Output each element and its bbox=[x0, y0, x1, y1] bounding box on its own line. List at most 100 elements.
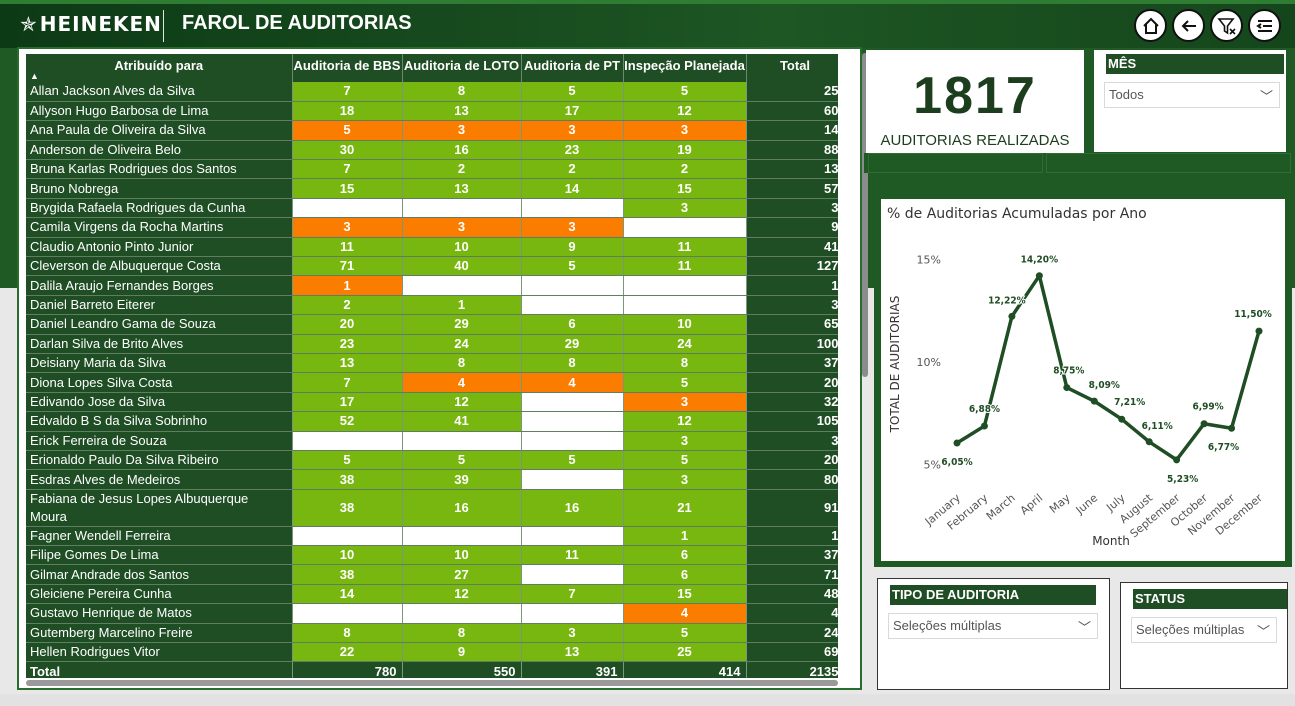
column-header[interactable]: Auditoria de LOTO bbox=[402, 54, 522, 82]
data-label: 8,09% bbox=[1089, 380, 1120, 391]
total-label: Total bbox=[26, 661, 293, 678]
total-value-cell: 391 bbox=[521, 661, 624, 678]
table-row[interactable]: Erick Ferreira de Souza 3 3 bbox=[26, 431, 838, 451]
status-dropdown[interactable]: Seleções múltiplas ﹀ bbox=[1131, 617, 1277, 643]
table-row[interactable]: Bruna Karlas Rodrigues dos Santos 7 2 2 2 13 bbox=[26, 159, 838, 180]
table-row[interactable]: Edvaldo B S da Silva Sobrinho 52 41 12 105 bbox=[26, 411, 838, 432]
column-header[interactable]: Auditoria de BBS bbox=[292, 54, 403, 82]
value-cell: 4 bbox=[521, 372, 624, 393]
table-row[interactable]: Gustavo Henrique de Matos 4 4 bbox=[26, 603, 838, 624]
table-row[interactable]: Gilmar Andrade dos Santos 38 27 6 71 bbox=[26, 564, 838, 585]
audit-matrix-table: Atribuído para ▲ Auditoria de BBS Auditoria… bbox=[26, 54, 838, 678]
logo-text: HEINEKEN bbox=[39, 12, 162, 36]
data-point bbox=[1200, 420, 1208, 428]
data-point bbox=[1008, 312, 1016, 320]
row-name-cell: Esdras Alves de Medeiros bbox=[26, 469, 293, 490]
row-name-cell: Bruna Karlas Rodrigues dos Santos bbox=[26, 159, 293, 180]
table-row[interactable]: Esdras Alves de Medeiros 38 39 3 80 bbox=[26, 469, 838, 490]
value-cell bbox=[292, 431, 403, 451]
column-header[interactable]: Inspeção Planejada bbox=[623, 54, 747, 82]
value-cell: 23 bbox=[521, 140, 624, 161]
value-cell bbox=[292, 198, 403, 219]
data-label: 6,88% bbox=[969, 404, 1000, 415]
value-cell: 3 bbox=[623, 431, 747, 451]
table-row[interactable]: Ana Paula de Oliveira da Silva 5 3 3 3 14 bbox=[26, 120, 838, 141]
table-row[interactable]: Daniel Leandro Gama de Souza 20 29 6 10 65 bbox=[26, 314, 838, 335]
row-name-cell: Daniel Leandro Gama de Souza bbox=[26, 314, 293, 335]
table-row[interactable]: Edivando Jose da Silva 17 12 3 32 bbox=[26, 392, 838, 413]
mes-dropdown[interactable]: Todos ﹀ bbox=[1104, 82, 1280, 108]
audit-matrix-scroll-area[interactable]: Atribuído para ▲ Auditoria de BBS Auditoria… bbox=[26, 54, 838, 678]
value-cell: 11 bbox=[292, 237, 403, 258]
bottom-bar bbox=[0, 694, 1295, 706]
tipo-dropdown[interactable]: Seleções múltiplas ﹀ bbox=[888, 613, 1098, 639]
table-row[interactable]: Darlan Silva de Brito Alves 23 24 29 24 100 bbox=[26, 334, 838, 354]
column-header[interactable]: Total bbox=[746, 54, 838, 82]
row-name-cell: Claudio Antonio Pinto Junior bbox=[26, 237, 293, 258]
vertical-scrollbar[interactable] bbox=[862, 53, 868, 377]
row-name-cell: Bruno Nobrega bbox=[26, 178, 293, 199]
row-name-cell: Filipe Gomes De Lima bbox=[26, 545, 293, 566]
total-value-cell: 2135 bbox=[746, 661, 838, 678]
row-name-cell: Edivando Jose da Silva bbox=[26, 392, 293, 413]
table-row[interactable]: Gleiciene Pereira Cunha 14 12 7 15 48 bbox=[26, 584, 838, 605]
clear-filter-button[interactable] bbox=[1210, 9, 1243, 42]
horizontal-scrollbar[interactable] bbox=[26, 680, 838, 686]
table-row[interactable]: Fagner Wendell Ferreira 1 1 bbox=[26, 526, 838, 547]
strip-segment bbox=[1046, 153, 1291, 173]
table-row[interactable]: Allan Jackson Alves da Silva 7 8 5 5 25 bbox=[26, 82, 838, 102]
table-row[interactable]: Claudio Antonio Pinto Junior 11 10 9 11 41 bbox=[26, 237, 838, 258]
back-arrow-icon bbox=[1181, 19, 1196, 32]
row-name-cell: Allyson Hugo Barbosa de Lima bbox=[26, 101, 293, 122]
table-row[interactable]: Diona Lopes Silva Costa 7 4 4 5 20 bbox=[26, 372, 838, 393]
menu-button[interactable] bbox=[1248, 9, 1281, 42]
value-cell: 16 bbox=[402, 489, 522, 527]
value-cell: 24 bbox=[623, 334, 747, 354]
back-button[interactable] bbox=[1172, 9, 1205, 42]
value-cell: 41 bbox=[402, 411, 522, 432]
table-row[interactable]: Deisiany Maria da Silva 13 8 8 8 37 bbox=[26, 353, 838, 374]
row-total-cell: 20 bbox=[746, 372, 838, 393]
y-tick-label: 15% bbox=[917, 253, 941, 266]
table-row[interactable]: Erionaldo Paulo Da Silva Ribeiro 5 5 5 5 20 bbox=[26, 450, 838, 471]
table-row[interactable]: Cleverson de Albuquerque Costa 71 40 5 11 127 bbox=[26, 256, 838, 277]
value-cell: 2 bbox=[292, 295, 403, 316]
value-cell bbox=[402, 275, 522, 296]
value-cell: 13 bbox=[521, 642, 624, 663]
value-cell: 8 bbox=[292, 623, 403, 644]
value-cell: 5 bbox=[623, 623, 747, 644]
data-point bbox=[953, 439, 961, 447]
value-cell bbox=[521, 603, 624, 624]
column-header[interactable]: Auditoria de PT bbox=[521, 54, 624, 82]
value-cell: 3 bbox=[292, 217, 403, 238]
row-total-cell: 37 bbox=[746, 353, 838, 374]
row-total-cell: 1 bbox=[746, 275, 838, 296]
table-row[interactable]: Filipe Gomes De Lima 10 10 11 6 37 bbox=[26, 545, 838, 566]
table-row[interactable]: Camila Virgens da Rocha Martins 3 3 3 9 bbox=[26, 217, 838, 238]
column-header-atribuido[interactable]: Atribuído para ▲ bbox=[26, 54, 293, 82]
value-cell: 5 bbox=[521, 256, 624, 277]
table-row[interactable]: Hellen Rodrigues Vitor 22 9 13 25 69 bbox=[26, 642, 838, 663]
home-button[interactable] bbox=[1134, 9, 1167, 42]
table-row[interactable]: Dalila Araujo Fernandes Borges 1 1 bbox=[26, 275, 838, 296]
table-row[interactable]: Brygida Rafaela Rodrigues da Cunha 3 3 bbox=[26, 198, 838, 219]
data-point bbox=[1173, 456, 1181, 464]
chevron-down-icon: ﹀ bbox=[1077, 620, 1091, 635]
kpi-label: AUDITORIAS REALIZADAS bbox=[880, 132, 1070, 149]
x-tick-label: March bbox=[984, 491, 1018, 523]
table-row[interactable]: Anderson de Oliveira Belo 30 16 23 19 88 bbox=[26, 140, 838, 161]
value-cell: 5 bbox=[623, 82, 747, 102]
value-cell: 13 bbox=[292, 353, 403, 374]
value-cell: 11 bbox=[623, 237, 747, 258]
table-row[interactable]: Gutemberg Marcelino Freire 8 8 3 5 24 bbox=[26, 623, 838, 644]
value-cell: 3 bbox=[402, 120, 522, 141]
table-row[interactable]: Fabiana de Jesus Lopes Albuquerque Moura… bbox=[26, 489, 838, 527]
table-row[interactable]: Allyson Hugo Barbosa de Lima 18 13 17 12 60 bbox=[26, 101, 838, 122]
row-name-cell: Allan Jackson Alves da Silva bbox=[26, 82, 293, 102]
row-total-cell: 60 bbox=[746, 101, 838, 122]
y-axis-title: TOTAL DE AUDITORIAS bbox=[888, 296, 902, 434]
table-row[interactable]: Bruno Nobrega 15 13 14 15 57 bbox=[26, 178, 838, 199]
mes-slicer: MÊS Todos ﹀ bbox=[1094, 50, 1286, 152]
table-row[interactable]: Daniel Barreto Eiterer 2 1 3 bbox=[26, 295, 838, 316]
mes-dropdown-value: Todos bbox=[1109, 87, 1144, 102]
